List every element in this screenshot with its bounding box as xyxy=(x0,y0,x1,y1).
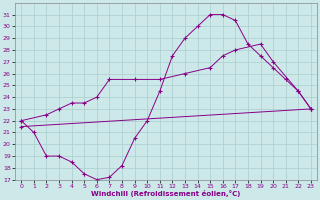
X-axis label: Windchill (Refroidissement éolien,°C): Windchill (Refroidissement éolien,°C) xyxy=(92,190,241,197)
